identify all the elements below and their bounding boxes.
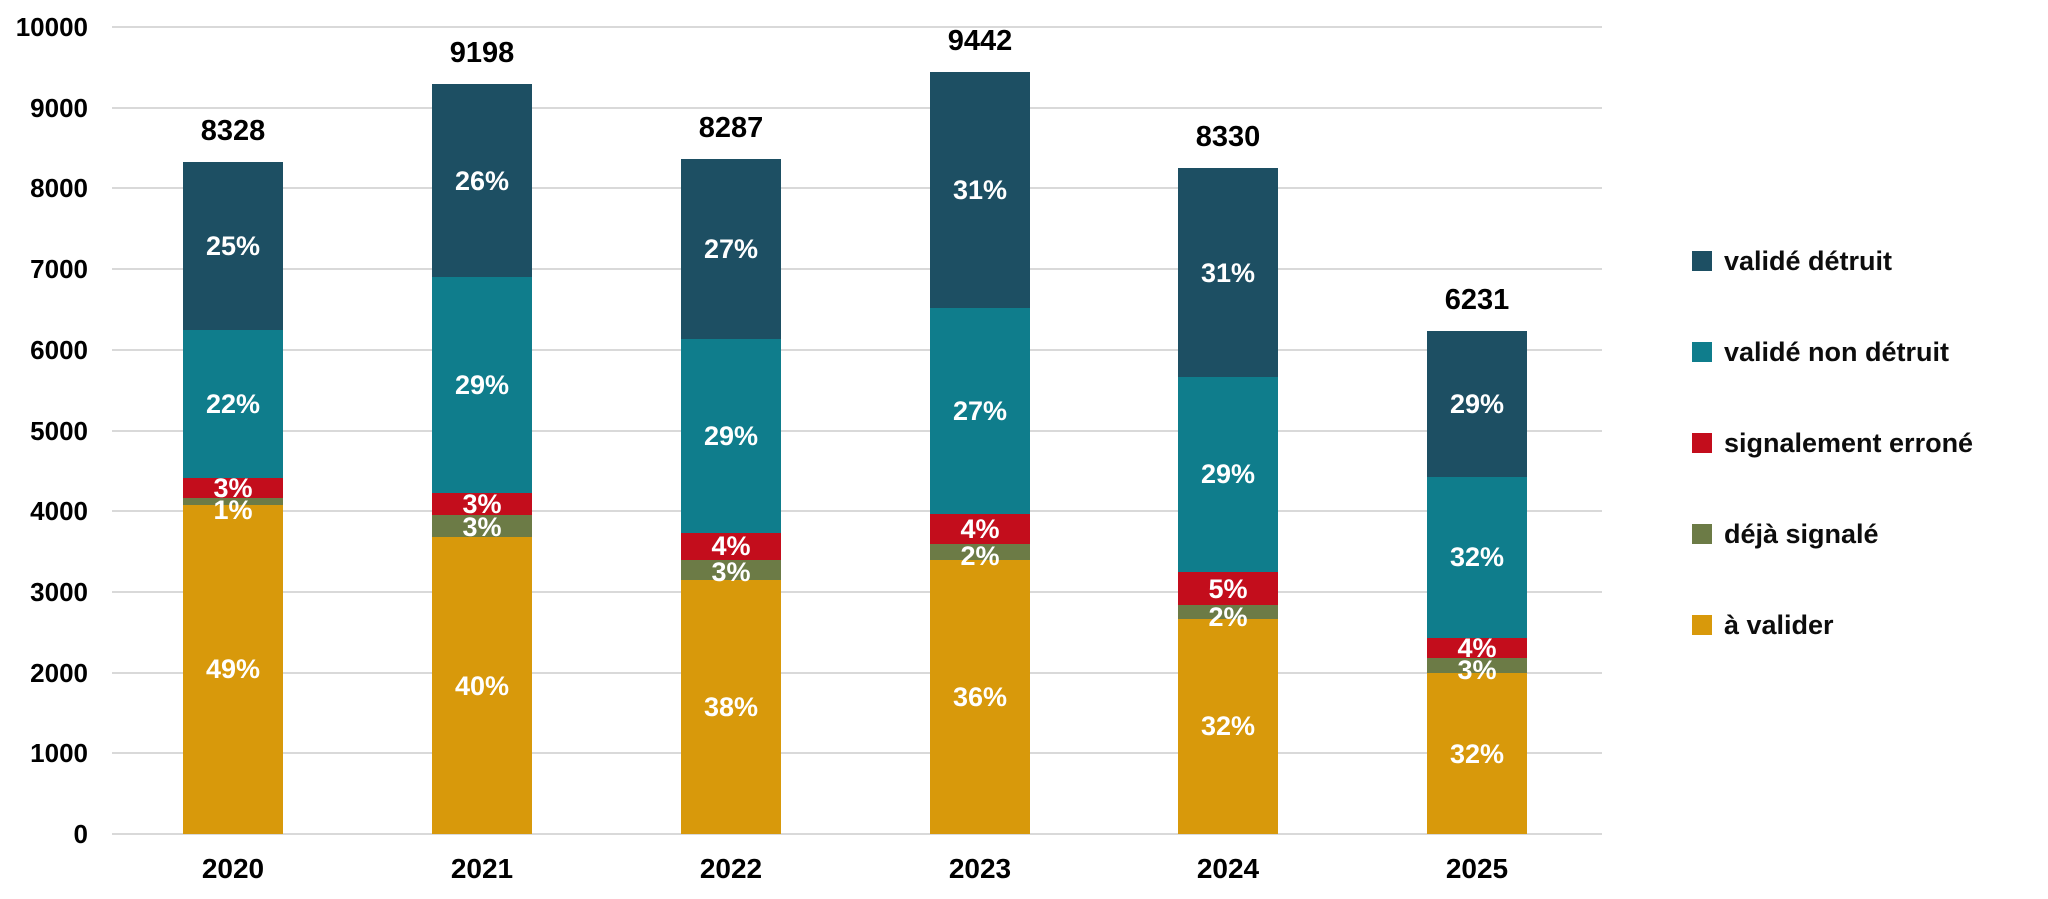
bar-segment-valide_detruit xyxy=(930,72,1030,309)
bar-segment-valide_non_detruit xyxy=(681,339,781,534)
bar-segment-valide_detruit xyxy=(432,84,532,278)
bar-2021 xyxy=(432,0,532,834)
legend-color-swatch xyxy=(1692,251,1712,271)
bar-segment-signalement_errone xyxy=(1427,637,1527,658)
bar-segment-signalement_errone xyxy=(183,477,283,498)
bar-segment-valide_non_detruit xyxy=(1427,476,1527,638)
y-axis-tick-label: 3000 xyxy=(30,576,88,607)
y-gridline xyxy=(112,106,1602,109)
bar-segment-valide_non_detruit xyxy=(183,329,283,478)
bar-segment-deja_signale xyxy=(930,544,1030,560)
bar-total-label: 6231 xyxy=(1444,284,1510,317)
legend-label: validé détruit xyxy=(1724,245,1893,276)
y-gridline xyxy=(112,671,1602,674)
legend-label: signalement erroné xyxy=(1724,427,1974,458)
legend-item: validé non détruit xyxy=(1692,332,1949,372)
bar-total-label: 8287 xyxy=(698,111,764,144)
legend-label: validé non détruit xyxy=(1724,336,1950,367)
x-axis-tick-label: 2022 xyxy=(699,853,763,884)
bar-segment-signalement_errone xyxy=(930,513,1030,545)
bar-segment-a_valider xyxy=(681,579,781,834)
bar-2023 xyxy=(930,0,1030,834)
bar-segment-valide_detruit xyxy=(681,158,781,340)
legend-color-swatch xyxy=(1692,615,1712,635)
y-axis-tick-label: 9000 xyxy=(30,92,88,123)
legend-item: signalement erroné xyxy=(1692,423,1973,463)
x-axis-tick-label: 2024 xyxy=(1196,853,1260,884)
y-axis-tick-label: 1000 xyxy=(30,738,88,769)
bar-segment-deja_signale xyxy=(1427,658,1527,674)
legend-label: à valider xyxy=(1724,609,1834,640)
y-gridline xyxy=(112,268,1602,271)
bar-segment-valide_detruit xyxy=(1178,168,1278,377)
y-axis-tick-label: 10000 xyxy=(15,12,88,42)
bar-segment-valide_non_detruit xyxy=(1178,376,1278,572)
bar-total-label: 9198 xyxy=(449,37,515,70)
bar-2024 xyxy=(1178,0,1278,834)
bar-total-label: 9442 xyxy=(947,25,1013,58)
x-axis-tick-label: 2020 xyxy=(201,853,265,884)
bar-total-label: 8328 xyxy=(200,114,266,147)
y-axis-tick-label: 0 xyxy=(73,819,88,849)
bar-segment-signalement_errone xyxy=(432,492,532,515)
bar-segment-a_valider xyxy=(1427,673,1527,834)
x-axis-tick-label: 2021 xyxy=(450,853,514,884)
legend-color-swatch xyxy=(1692,342,1712,362)
y-axis-tick-label: 7000 xyxy=(30,254,88,285)
y-gridline xyxy=(112,429,1602,432)
y-gridline xyxy=(112,590,1602,593)
legend-item: à valider xyxy=(1692,605,1834,645)
bar-segment-valide_non_detruit xyxy=(432,277,532,493)
y-axis-tick-label: 8000 xyxy=(30,173,88,204)
y-gridline xyxy=(112,26,1602,28)
legend-item: validé détruit xyxy=(1692,241,1892,281)
y-gridline xyxy=(112,833,1602,835)
y-axis-tick-label: 2000 xyxy=(30,657,88,688)
bar-segment-deja_signale xyxy=(681,559,781,580)
y-gridline xyxy=(112,752,1602,755)
bar-segment-a_valider xyxy=(183,504,283,834)
bar-segment-a_valider xyxy=(1178,618,1278,834)
bar-segment-a_valider xyxy=(432,537,532,834)
bar-segment-signalement_errone xyxy=(1178,571,1278,606)
bar-2020 xyxy=(183,0,283,834)
legend-color-swatch xyxy=(1692,524,1712,544)
legend-item: déjà signalé xyxy=(1692,514,1879,554)
bar-segment-deja_signale xyxy=(432,514,532,538)
legend-color-swatch xyxy=(1692,433,1712,453)
x-axis-tick-label: 2023 xyxy=(948,853,1012,884)
y-axis-tick-label: 4000 xyxy=(30,496,88,527)
y-axis-tick-label: 6000 xyxy=(30,334,88,365)
bar-segment-deja_signale xyxy=(183,497,283,505)
bar-segment-deja_signale xyxy=(1178,605,1278,619)
bar-2025 xyxy=(1427,0,1527,834)
bar-segment-signalement_errone xyxy=(681,533,781,560)
legend-label: déjà signalé xyxy=(1724,518,1879,549)
bar-segment-valide_non_detruit xyxy=(930,308,1030,514)
bar-segment-valide_detruit xyxy=(1427,331,1527,477)
y-gridline xyxy=(112,187,1602,190)
bar-segment-a_valider xyxy=(930,559,1030,834)
y-gridline xyxy=(112,510,1602,513)
x-axis-tick-label: 2025 xyxy=(1445,853,1509,884)
y-gridline xyxy=(112,348,1602,351)
y-axis-tick-label: 5000 xyxy=(30,415,88,446)
bar-2022 xyxy=(681,0,781,834)
bar-total-label: 8330 xyxy=(1195,121,1261,154)
bar-segment-valide_detruit xyxy=(183,161,283,330)
